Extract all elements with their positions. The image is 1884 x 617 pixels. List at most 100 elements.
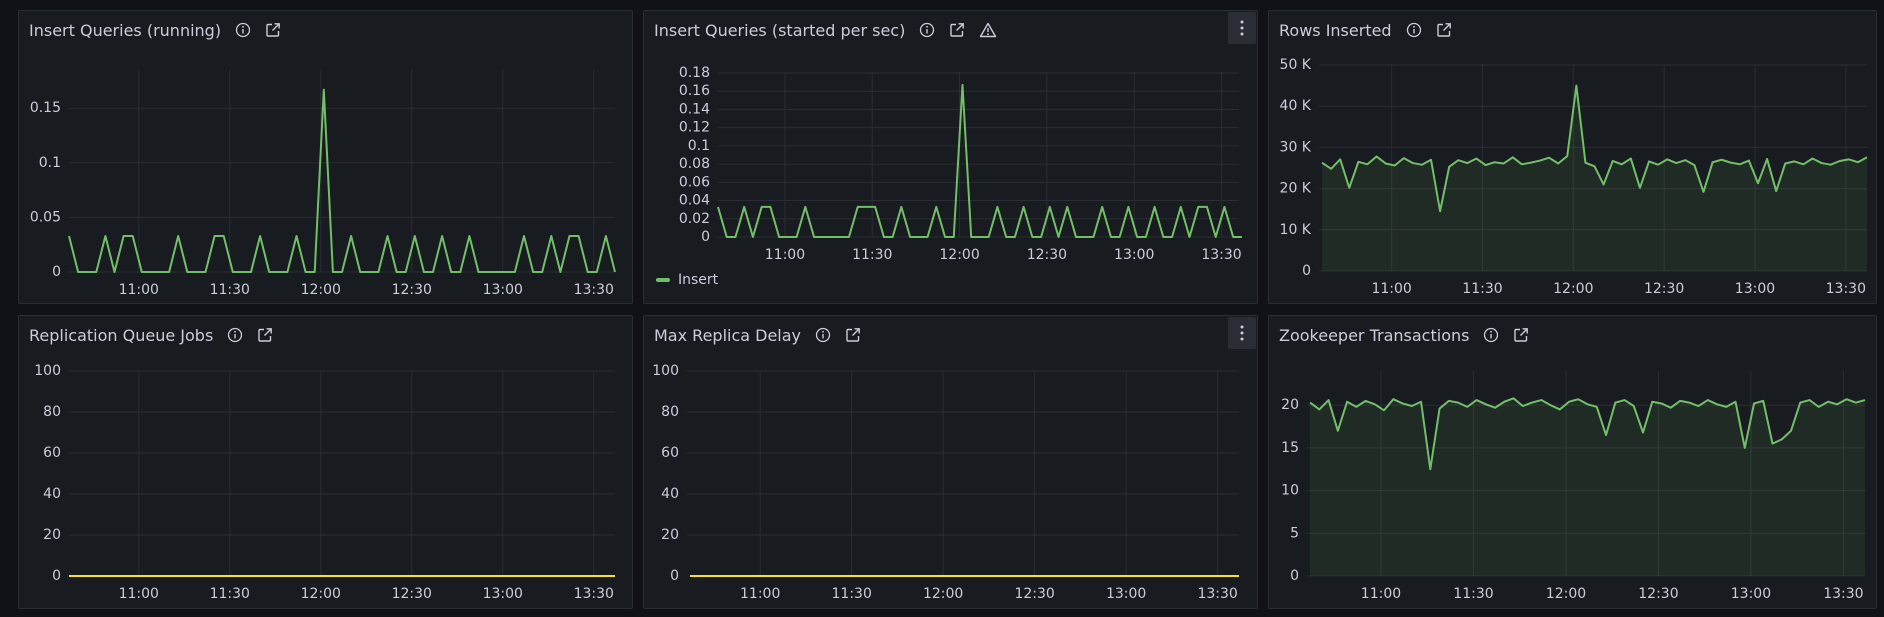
x-tick-label: 13:30 — [574, 586, 614, 602]
plot: 0 10 K 20 K 30 K 40 K 50 K 11:00 11:30 12:00 12:3… — [1280, 57, 1868, 297]
y-tick-label: 60 — [43, 445, 61, 461]
x-tick-label: 13:30 — [1823, 586, 1863, 602]
area-fill — [1322, 85, 1867, 271]
x-tick-label: 12:00 — [301, 586, 341, 602]
y-tick-label: 40 K — [1280, 98, 1312, 114]
x-tick-label: 11:30 — [1453, 586, 1493, 602]
x-tick-label: 11:30 — [832, 586, 872, 602]
open-link-icon[interactable] — [1513, 327, 1529, 343]
warning-icon[interactable] — [979, 22, 997, 38]
open-link-icon[interactable] — [949, 22, 965, 38]
info-icon[interactable] — [1483, 327, 1499, 343]
panel-header: Zookeeper Transactions — [1279, 323, 1529, 347]
x-tick-label: 12:30 — [392, 586, 432, 602]
y-tick-label: 0 — [1302, 263, 1311, 279]
y-tick-label: 80 — [43, 404, 61, 420]
info-icon[interactable] — [815, 327, 831, 343]
y-tick-label: 20 — [43, 527, 61, 543]
x-tick-label: 12:30 — [1638, 586, 1678, 602]
panel-menu[interactable] — [1228, 12, 1256, 44]
x-tick-label: 11:30 — [1462, 281, 1502, 297]
info-icon[interactable] — [235, 22, 251, 38]
series-line — [1321, 84, 1868, 213]
y-tick-label: 0.1 — [688, 138, 710, 154]
panel: 0 20 40 60 80 100 11:00 11:30 12:00 12:30 13:00 13:… — [643, 315, 1258, 609]
y-tick-label: 0.08 — [679, 156, 710, 172]
series-line — [68, 88, 616, 273]
plot: 0 0.02 0.04 0.06 0.08 0.1 0.12 0.14 0.16 0.18 11:0… — [656, 65, 1242, 288]
y-tick-label: 60 — [661, 445, 679, 461]
y-tick-label: 30 K — [1280, 139, 1312, 155]
x-tick-label: 11:00 — [1361, 586, 1401, 602]
y-tick-label: 0 — [52, 568, 61, 584]
open-link-icon[interactable] — [265, 22, 281, 38]
y-tick-label: 5 — [1290, 525, 1299, 541]
panel-menu[interactable] — [1228, 317, 1256, 349]
panel-title[interactable]: Zookeeper Transactions — [1279, 325, 1470, 345]
y-tick-label: 0.14 — [679, 101, 710, 117]
x-tick-label: 11:30 — [210, 282, 250, 298]
x-tick-label: 12:00 — [301, 282, 341, 298]
x-tick-label: 13:00 — [1106, 586, 1146, 602]
y-tick-label: 10 — [1281, 483, 1299, 499]
x-tick-label: 12:00 — [939, 247, 979, 263]
y-tick-label: 0.12 — [679, 120, 710, 136]
x-tick-label: 12:30 — [392, 282, 432, 298]
panel-title[interactable]: Replication Queue Jobs — [29, 325, 214, 345]
x-tick-label: 12:00 — [1546, 586, 1586, 602]
panel-title[interactable]: Insert Queries (started per sec) — [654, 20, 906, 40]
panel-header: Insert Queries (started per sec) — [654, 18, 997, 42]
panel-title[interactable]: Insert Queries (running) — [29, 20, 222, 40]
x-tick-label: 12:00 — [923, 586, 963, 602]
menu-icon — [1240, 20, 1244, 36]
panel: 0 10 K 20 K 30 K 40 K 50 K 11:00 11:30 12:00 12:3… — [1268, 10, 1877, 304]
x-tick-label: 12:30 — [1644, 281, 1684, 297]
x-tick-label: 13:00 — [483, 586, 523, 602]
y-tick-label: 0.15 — [30, 100, 61, 116]
x-tick-label: 11:00 — [119, 282, 159, 298]
area-fill — [1310, 398, 1865, 576]
x-tick-label: 11:00 — [119, 586, 159, 602]
info-icon[interactable] — [919, 22, 935, 38]
open-link-icon[interactable] — [257, 327, 273, 343]
y-tick-label: 20 — [1281, 397, 1299, 413]
menu-icon — [1240, 325, 1244, 341]
panel-header: Rows Inserted — [1279, 18, 1452, 42]
y-tick-label: 0 — [670, 568, 679, 584]
y-tick-label: 0.1 — [39, 155, 61, 171]
y-tick-label: 0 — [701, 229, 710, 245]
open-link-icon[interactable] — [1436, 22, 1452, 38]
panel-title[interactable]: Rows Inserted — [1279, 20, 1392, 40]
x-tick-label: 11:00 — [1371, 281, 1411, 297]
x-tick-label: 13:00 — [1731, 586, 1771, 602]
y-tick-label: 0.18 — [679, 65, 710, 81]
y-tick-label: 80 — [661, 404, 679, 420]
legend-label: Insert — [678, 272, 719, 288]
panel-header: Max Replica Delay — [654, 323, 861, 347]
panel: 0 5 10 15 20 11:00 11:30 12:00 12:30 13:00 13:30 Z… — [1268, 315, 1877, 609]
x-tick-label: 13:30 — [1197, 586, 1237, 602]
x-tick-label: 12:00 — [1553, 281, 1593, 297]
open-link-icon[interactable] — [845, 327, 861, 343]
x-tick-label: 11:30 — [210, 586, 250, 602]
panel-title[interactable]: Max Replica Delay — [654, 325, 802, 345]
y-tick-label: 100 — [34, 363, 61, 379]
y-tick-label: 0 — [52, 264, 61, 280]
x-tick-label: 13:00 — [1735, 281, 1775, 297]
x-tick-label: 13:00 — [1114, 247, 1154, 263]
info-icon[interactable] — [227, 327, 243, 343]
y-tick-label: 0.02 — [679, 211, 710, 227]
y-tick-label: 10 K — [1280, 222, 1312, 238]
series-line — [717, 83, 1242, 238]
y-tick-label: 20 — [661, 527, 679, 543]
panel: 0 20 40 60 80 100 11:00 11:30 12:00 12:30 13:00 13:… — [18, 315, 633, 609]
info-icon[interactable] — [1406, 22, 1422, 38]
y-tick-label: 0.06 — [679, 174, 710, 190]
x-tick-label: 12:30 — [1027, 247, 1067, 263]
plot: 0 20 40 60 80 100 11:00 11:30 12:00 12:30 13:00 13:… — [652, 363, 1239, 602]
x-tick-label: 13:30 — [1201, 247, 1241, 263]
y-tick-label: 0 — [1290, 568, 1299, 584]
x-tick-label: 11:30 — [852, 247, 892, 263]
y-tick-label: 20 K — [1280, 181, 1312, 197]
